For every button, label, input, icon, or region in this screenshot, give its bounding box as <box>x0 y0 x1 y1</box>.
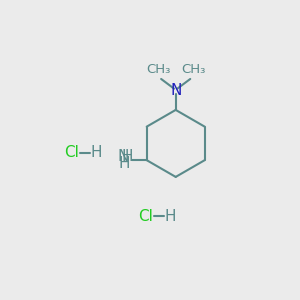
Text: CH₃: CH₃ <box>146 63 170 76</box>
Text: H: H <box>165 209 176 224</box>
Text: H: H <box>118 156 130 171</box>
Text: N: N <box>170 83 182 98</box>
Text: H: H <box>91 145 102 160</box>
Text: N: N <box>117 148 128 164</box>
Text: Cl: Cl <box>138 209 153 224</box>
Text: Cl: Cl <box>64 145 79 160</box>
Text: H: H <box>121 148 133 164</box>
Text: CH₃: CH₃ <box>181 63 206 76</box>
